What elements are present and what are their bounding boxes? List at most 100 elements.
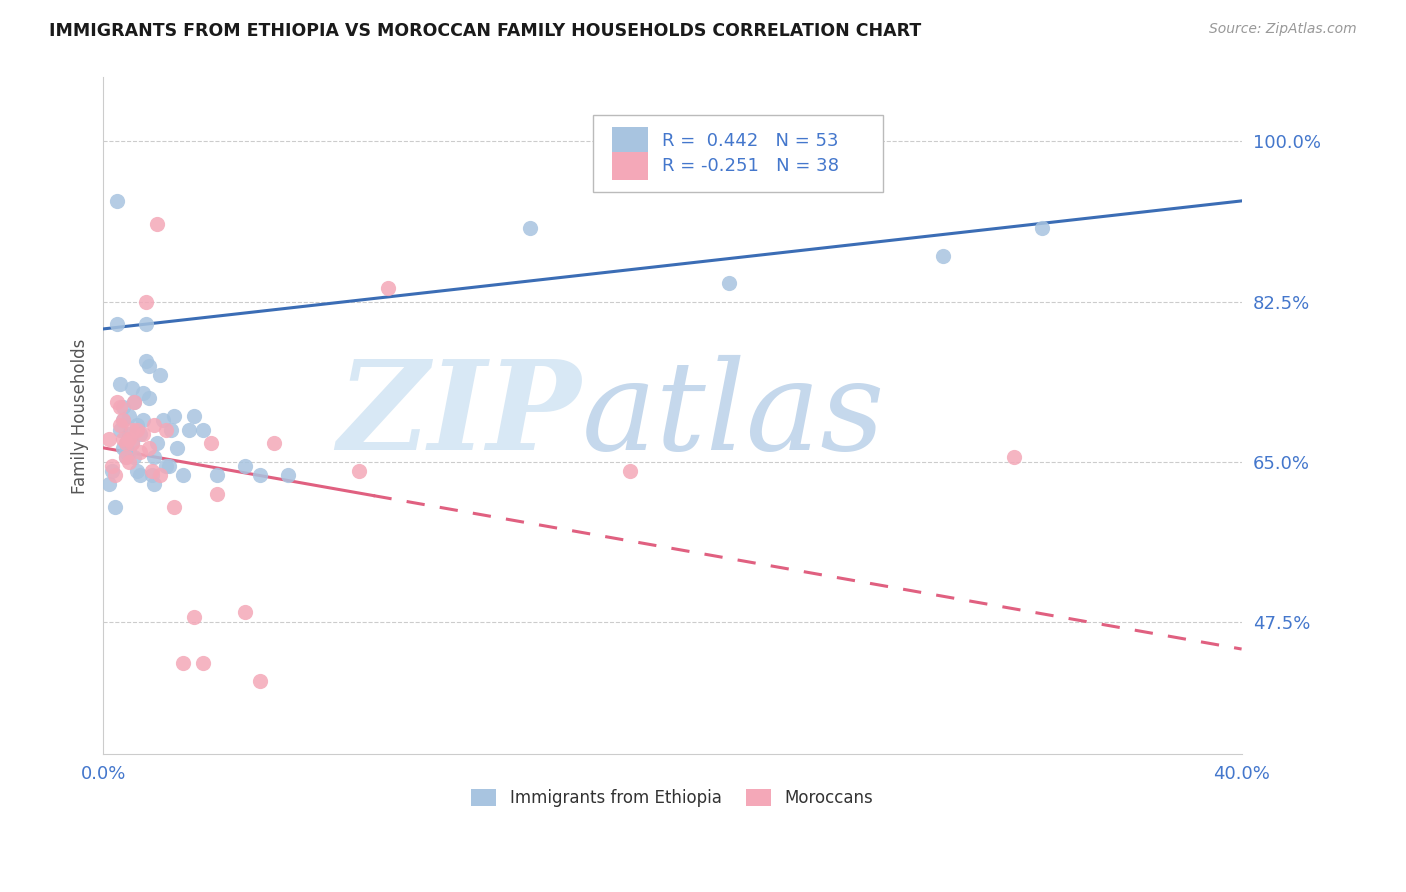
- Point: [135, 318, 157, 332]
- Point: [155, 423, 177, 437]
- Point: [263, 436, 285, 450]
- Point: [115, 450, 138, 464]
- Point: [112, 441, 135, 455]
- Point: [932, 249, 955, 263]
- Point: [143, 417, 166, 432]
- Point: [277, 468, 299, 483]
- Point: [100, 459, 122, 474]
- Point: [143, 477, 166, 491]
- Point: [124, 450, 146, 464]
- Point: [138, 441, 160, 455]
- Point: [124, 395, 146, 409]
- Point: [115, 436, 138, 450]
- Point: [121, 423, 143, 437]
- Point: [138, 391, 160, 405]
- Point: [108, 417, 131, 432]
- Point: [118, 445, 141, 459]
- Point: [103, 468, 125, 483]
- Point: [149, 368, 172, 382]
- Point: [108, 423, 131, 437]
- Text: Source: ZipAtlas.com: Source: ZipAtlas.com: [1209, 22, 1357, 37]
- Point: [129, 427, 152, 442]
- Point: [127, 417, 149, 432]
- Point: [97, 432, 120, 446]
- Point: [115, 445, 138, 459]
- Point: [146, 217, 169, 231]
- FancyBboxPatch shape: [593, 115, 883, 193]
- Point: [191, 423, 214, 437]
- Point: [172, 656, 194, 670]
- Point: [200, 436, 222, 450]
- Point: [105, 395, 128, 409]
- Point: [108, 376, 131, 391]
- Point: [149, 468, 172, 483]
- Point: [152, 413, 174, 427]
- Point: [132, 427, 155, 442]
- FancyBboxPatch shape: [612, 152, 648, 180]
- Point: [143, 450, 166, 464]
- Point: [112, 413, 135, 427]
- Point: [519, 221, 541, 235]
- Point: [377, 281, 399, 295]
- Point: [127, 464, 149, 478]
- Point: [108, 400, 131, 414]
- Point: [163, 500, 186, 515]
- Point: [183, 610, 205, 624]
- Point: [105, 194, 128, 208]
- Y-axis label: Family Households: Family Households: [72, 338, 89, 493]
- Point: [115, 436, 138, 450]
- Legend: Immigrants from Ethiopia, Moroccans: Immigrants from Ethiopia, Moroccans: [464, 782, 880, 814]
- Point: [129, 468, 152, 483]
- FancyBboxPatch shape: [612, 127, 648, 155]
- Point: [112, 432, 135, 446]
- Point: [118, 454, 141, 468]
- Point: [103, 500, 125, 515]
- Point: [121, 436, 143, 450]
- Point: [105, 318, 128, 332]
- Point: [183, 409, 205, 423]
- Point: [146, 436, 169, 450]
- Point: [132, 413, 155, 427]
- Point: [163, 409, 186, 423]
- Point: [619, 464, 641, 478]
- Point: [112, 413, 135, 427]
- Point: [112, 400, 135, 414]
- Point: [141, 464, 163, 478]
- Point: [135, 354, 157, 368]
- Text: ZIP: ZIP: [337, 355, 581, 476]
- Point: [121, 381, 143, 395]
- Point: [177, 423, 200, 437]
- Point: [118, 427, 141, 442]
- Point: [157, 459, 180, 474]
- Point: [1002, 450, 1025, 464]
- Point: [249, 468, 271, 483]
- Point: [191, 656, 214, 670]
- Point: [1031, 221, 1053, 235]
- Point: [115, 450, 138, 464]
- Text: R = -0.251   N = 38: R = -0.251 N = 38: [662, 157, 839, 175]
- Point: [205, 486, 228, 500]
- Point: [172, 468, 194, 483]
- Point: [135, 294, 157, 309]
- Text: R =  0.442   N = 53: R = 0.442 N = 53: [662, 132, 838, 150]
- Point: [155, 459, 177, 474]
- Point: [138, 359, 160, 373]
- Point: [166, 441, 188, 455]
- Text: IMMIGRANTS FROM ETHIOPIA VS MOROCCAN FAMILY HOUSEHOLDS CORRELATION CHART: IMMIGRANTS FROM ETHIOPIA VS MOROCCAN FAM…: [49, 22, 921, 40]
- Point: [249, 674, 271, 689]
- Point: [349, 464, 371, 478]
- Point: [121, 436, 143, 450]
- Point: [118, 409, 141, 423]
- Point: [718, 277, 741, 291]
- Point: [124, 395, 146, 409]
- Point: [118, 432, 141, 446]
- Point: [235, 606, 257, 620]
- Point: [132, 386, 155, 401]
- Point: [160, 423, 183, 437]
- Text: atlas: atlas: [581, 355, 884, 476]
- Point: [205, 468, 228, 483]
- Point: [127, 423, 149, 437]
- Point: [100, 464, 122, 478]
- Point: [235, 459, 257, 474]
- Point: [141, 468, 163, 483]
